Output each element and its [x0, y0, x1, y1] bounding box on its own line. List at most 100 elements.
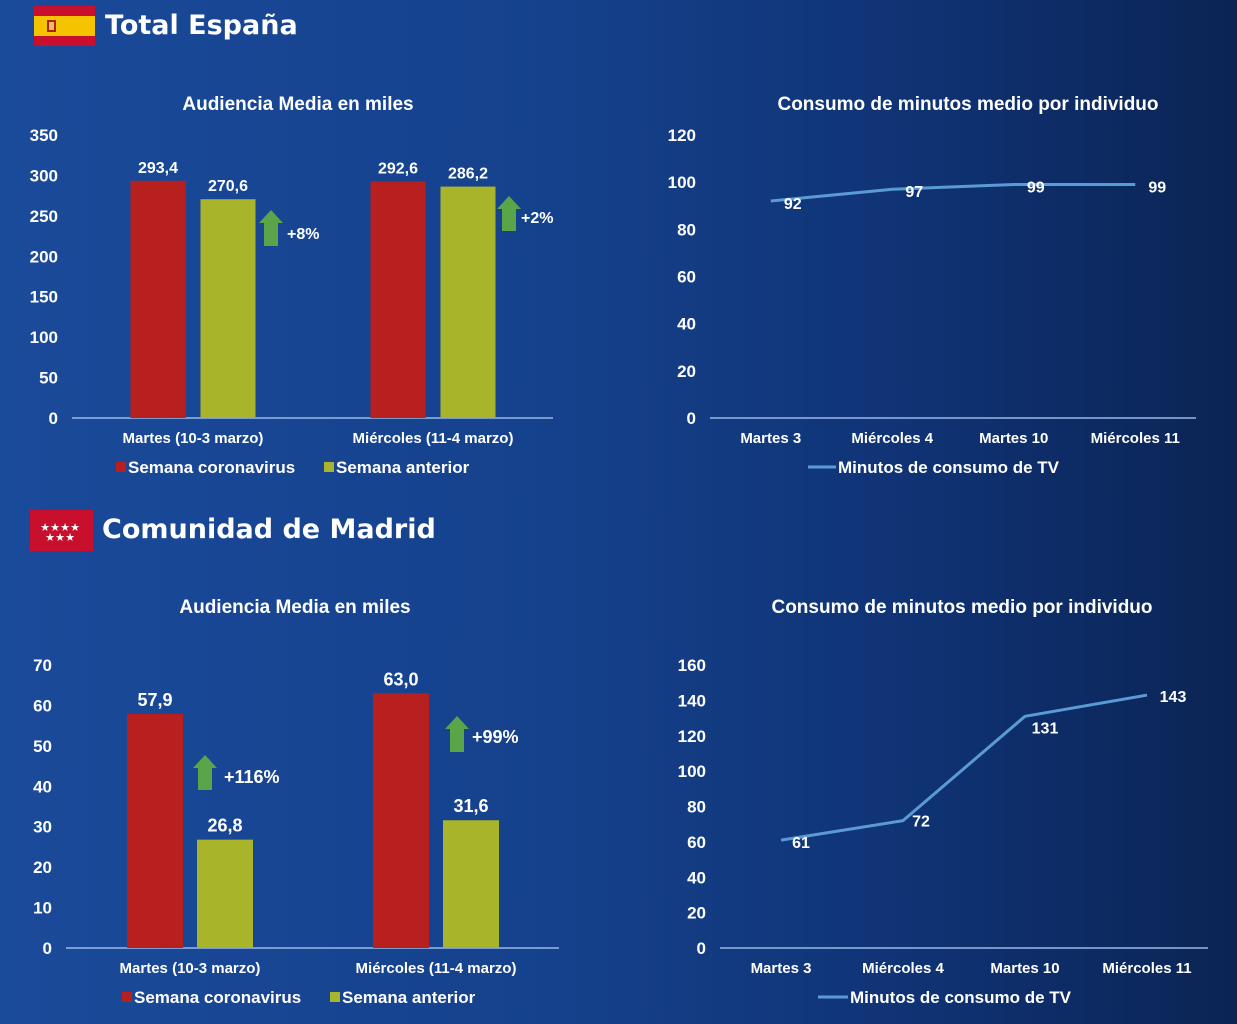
- y-tick-label: 0: [697, 939, 706, 958]
- growth-arrow-icon: [497, 196, 521, 231]
- y-tick-label: 60: [687, 833, 706, 852]
- bar-chart-audiencia-madrid: Audiencia Media en miles 0 10 20 30 40 50 60 70 5…: [33, 597, 559, 1007]
- y-tick-label: 150: [30, 288, 58, 307]
- svg-text:★: ★: [65, 532, 75, 544]
- y-tick-label: 300: [30, 166, 58, 185]
- y-tick-label: 70: [33, 656, 52, 675]
- y-tick-label: 0: [49, 409, 58, 428]
- madrid-flag-icon: ★ ★ ★ ★ ★ ★ ★: [30, 510, 93, 551]
- bar-value-label: 292,6: [378, 160, 418, 177]
- y-tick-label: 80: [677, 220, 696, 239]
- x-category-label: Martes 10: [990, 960, 1059, 977]
- legend-label: Semana coronavirus: [134, 988, 301, 1007]
- x-category-label: Martes (10-3 marzo): [123, 430, 264, 447]
- x-category-label: Martes 10: [979, 430, 1048, 447]
- bar-semana-anterior: [197, 839, 253, 948]
- bar-value-label: 31,6: [453, 796, 488, 816]
- y-tick-label: 120: [678, 727, 706, 746]
- bar-value-label: 270,6: [208, 178, 248, 195]
- legend-swatch: [116, 462, 126, 472]
- growth-arrow-icon: [259, 210, 283, 246]
- x-category-label: Miércoles 11: [1102, 960, 1191, 977]
- y-tick-label: 140: [678, 691, 706, 710]
- section-title-espana: Total España: [105, 10, 298, 41]
- bar-value-label: 57,9: [137, 690, 172, 710]
- growth-arrow-icon: [445, 716, 469, 752]
- chart-title: Consumo de minutos medio por individuo: [777, 94, 1158, 115]
- growth-annotation: +2%: [521, 210, 553, 227]
- x-category-label: Miércoles 4: [862, 960, 944, 977]
- y-tick-label: 100: [678, 762, 706, 781]
- point-value-label: 61: [792, 835, 810, 852]
- x-category-label: Miércoles (11-4 marzo): [356, 960, 517, 977]
- svg-text:★: ★: [60, 522, 70, 534]
- series-line-minutos: [780, 693, 1148, 842]
- bar-value-label: 286,2: [448, 166, 488, 183]
- growth-arrow-icon: [193, 755, 217, 790]
- y-tick-label: 80: [687, 798, 706, 817]
- bar-value-label: 293,4: [138, 160, 178, 177]
- svg-text:★: ★: [45, 532, 55, 544]
- point-value-label: 97: [905, 184, 923, 201]
- y-tick-label: 60: [33, 696, 52, 715]
- y-tick-label: 100: [30, 328, 58, 347]
- point-value-label: 131: [1032, 720, 1059, 737]
- chart-title: Audiencia Media en miles: [179, 597, 410, 618]
- y-tick-label: 20: [33, 858, 52, 877]
- bar-semana-coronavirus: [127, 713, 183, 948]
- bar-value-label: 63,0: [383, 669, 418, 689]
- growth-annotation: +116%: [224, 767, 280, 787]
- point-value-label: 72: [912, 814, 930, 831]
- y-tick-label: 60: [677, 268, 696, 287]
- point-value-label: 99: [1148, 180, 1166, 197]
- x-category-label: Martes 3: [740, 430, 801, 447]
- x-category-label: Miércoles 4: [851, 430, 933, 447]
- y-tick-label: 20: [677, 362, 696, 381]
- legend-label: Semana anterior: [342, 988, 476, 1007]
- line-chart-minutos-espana: Consumo de minutos medio por individuo 0 2…: [668, 94, 1196, 477]
- y-tick-label: 200: [30, 247, 58, 266]
- y-tick-label: 40: [33, 777, 52, 796]
- legend-label: Minutos de consumo de TV: [850, 988, 1072, 1007]
- y-tick-label: 250: [30, 207, 58, 226]
- growth-annotation: +99%: [472, 727, 519, 747]
- y-tick-label: 0: [687, 409, 696, 428]
- point-value-label: 99: [1027, 180, 1045, 197]
- bar-value-label: 26,8: [207, 816, 242, 836]
- chart-title: Consumo de minutos medio por individuo: [771, 597, 1152, 618]
- legend-label: Semana anterior: [336, 458, 470, 477]
- bar-semana-anterior: [443, 820, 499, 948]
- bar-semana-anterior: [200, 199, 256, 418]
- svg-text:★: ★: [55, 532, 65, 544]
- x-category-label: Miércoles 11: [1091, 430, 1180, 447]
- series-line-minutos: [770, 183, 1136, 203]
- spain-flag-icon: [34, 6, 95, 46]
- y-tick-label: 40: [677, 315, 696, 334]
- growth-annotation: +8%: [287, 226, 319, 243]
- x-category-label: Martes (10-3 marzo): [120, 960, 261, 977]
- legend-swatch: [324, 462, 334, 472]
- bar-semana-coronavirus: [370, 181, 426, 418]
- svg-text:★: ★: [70, 522, 80, 534]
- point-value-label: 143: [1160, 689, 1187, 706]
- bar-chart-audiencia-espana: Audiencia Media en miles 0 50 100 150 200 250 3…: [30, 94, 554, 477]
- y-tick-label: 20: [687, 904, 706, 923]
- y-tick-label: 100: [668, 173, 696, 192]
- legend-swatch: [330, 992, 340, 1002]
- y-tick-label: 40: [687, 868, 706, 887]
- y-tick-label: 50: [33, 737, 52, 756]
- bar-semana-anterior: [440, 186, 496, 418]
- chart-title: Audiencia Media en miles: [182, 94, 413, 115]
- y-tick-label: 350: [30, 126, 58, 145]
- legend-label: Semana coronavirus: [128, 458, 295, 477]
- y-tick-label: 10: [33, 899, 52, 918]
- legend-label: Minutos de consumo de TV: [838, 458, 1060, 477]
- section-title-madrid: Comunidad de Madrid: [102, 514, 436, 545]
- line-chart-minutos-madrid: Consumo de minutos medio por individuo 0 2…: [678, 597, 1208, 1007]
- point-value-label: 92: [784, 196, 802, 213]
- bar-semana-coronavirus: [373, 693, 429, 948]
- y-tick-label: 30: [33, 818, 52, 837]
- svg-text:★: ★: [40, 522, 50, 534]
- bar-semana-coronavirus: [130, 180, 186, 418]
- y-tick-label: 0: [43, 939, 52, 958]
